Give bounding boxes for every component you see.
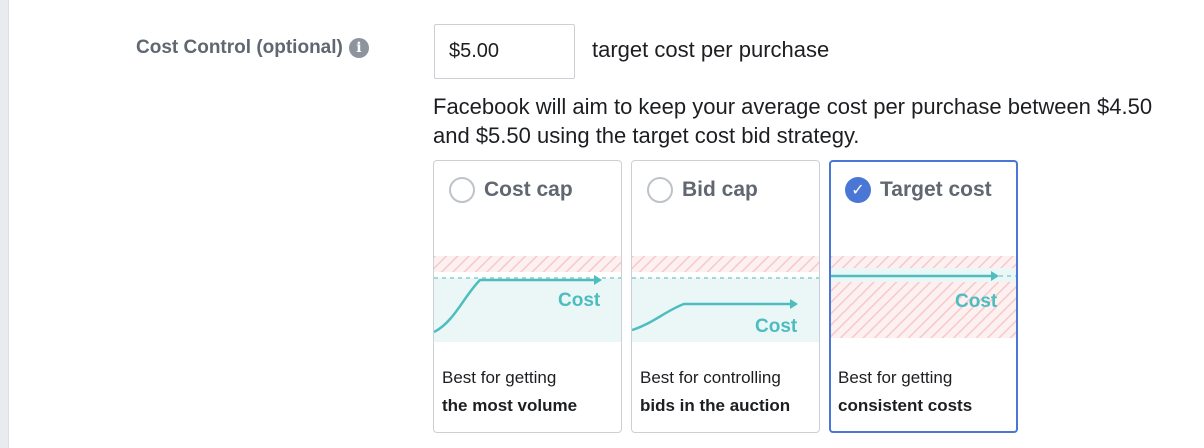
check-icon[interactable]: ✓ <box>845 177 871 203</box>
radio-icon[interactable] <box>647 177 673 203</box>
card-desc-line1: Best for getting <box>838 368 953 387</box>
chart-cost-label: Cost <box>558 290 601 311</box>
bid-cap-chart: Cost <box>632 256 819 342</box>
card-title: Cost cap <box>484 178 573 201</box>
info-icon[interactable]: i <box>348 38 369 58</box>
card-description: Best for getting the most volume <box>442 364 615 420</box>
chart-hatch-zone <box>632 256 819 272</box>
chart-cost-line <box>632 302 790 332</box>
card-header: Bid cap <box>647 177 758 203</box>
card-title: Target cost <box>880 178 992 201</box>
card-desc-line1: Best for controlling <box>640 368 781 387</box>
cost-cap-chart: Cost <box>434 256 621 342</box>
radio-icon[interactable] <box>449 177 475 203</box>
card-desc-line2: bids in the auction <box>640 396 791 415</box>
target-cost-input[interactable] <box>434 24 575 79</box>
chart-fill-zone <box>632 278 819 342</box>
cost-control-panel: Cost Control (optional) i target cost pe… <box>8 0 1204 448</box>
card-desc-line2: consistent costs <box>838 396 973 415</box>
bid-strategy-description: Facebook will aim to keep your average c… <box>433 94 1153 148</box>
cost-control-label-text: Cost Control (optional) <box>136 37 343 58</box>
chart-cost-label: Cost <box>755 316 798 337</box>
card-description: Best for getting consistent costs <box>838 364 1010 420</box>
chart-cost-label: Cost <box>955 291 998 312</box>
arrow-right-icon <box>790 299 798 309</box>
chart-hatch-zone <box>434 256 621 272</box>
bid-strategy-card-target-cost[interactable]: ✓ Target cost Cost Best for getting cons… <box>829 160 1018 433</box>
target-cost-suffix: target cost per purchase <box>592 37 830 62</box>
arrow-right-icon <box>991 271 999 281</box>
card-title: Bid cap <box>682 178 758 201</box>
bid-strategy-card-bid-cap[interactable]: Bid cap Cost Best for controlling bids i… <box>631 160 820 433</box>
arrow-right-icon <box>594 275 602 285</box>
chart-hatch-zone <box>831 282 1016 338</box>
card-description: Best for controlling bids in the auction <box>640 364 813 420</box>
chart-hatch-zone <box>831 256 1016 268</box>
bid-strategy-card-cost-cap[interactable]: Cost cap Cost Best for getting the most … <box>433 160 622 433</box>
target-cost-chart: Cost <box>831 256 1016 338</box>
card-desc-line2: the most volume <box>442 396 578 415</box>
chart-cost-line <box>434 278 594 334</box>
chart-fill-zone <box>434 278 621 342</box>
card-header: ✓ Target cost <box>845 177 992 203</box>
card-header: Cost cap <box>449 177 573 203</box>
card-desc-line1: Best for getting <box>442 368 557 387</box>
cost-control-label: Cost Control (optional) i <box>136 37 369 59</box>
